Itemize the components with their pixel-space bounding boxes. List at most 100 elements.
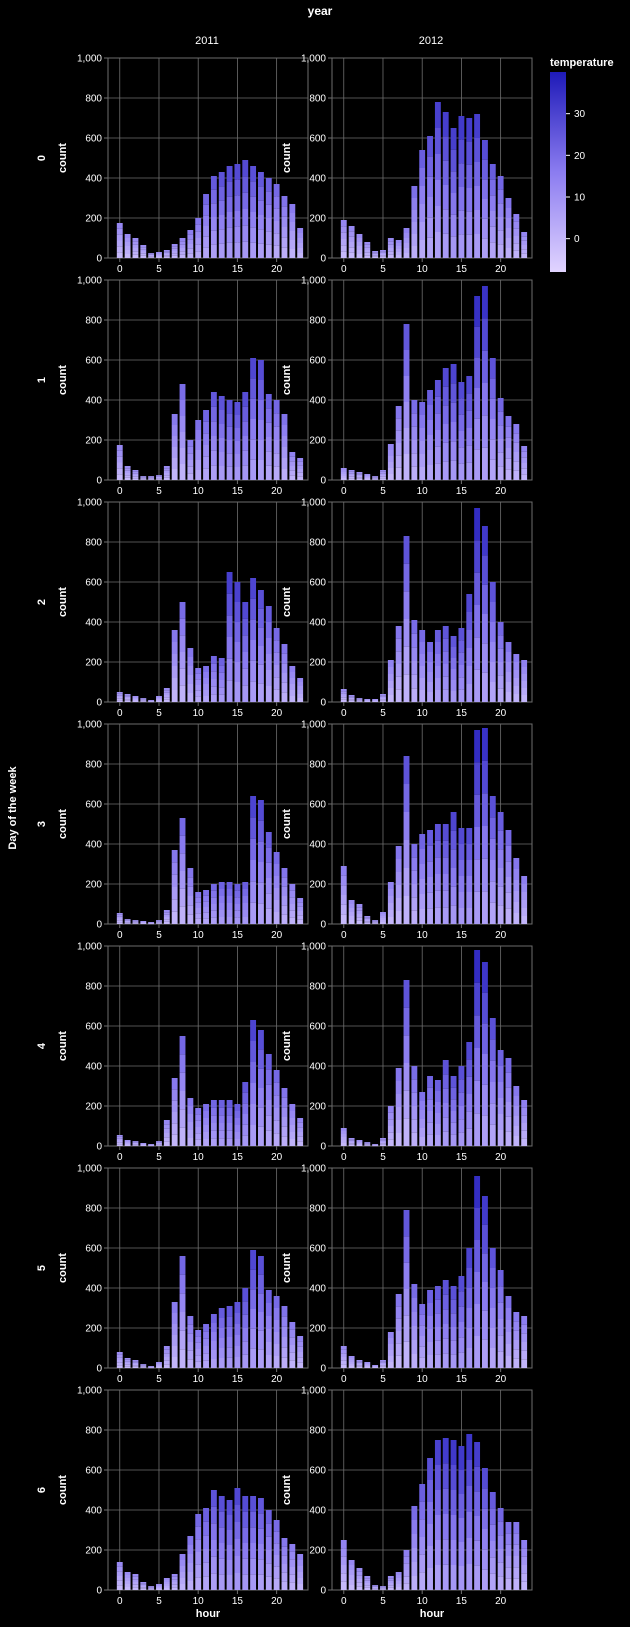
bar (195, 218, 202, 258)
y-tick-label: 400 (85, 174, 102, 185)
bar-segment (124, 475, 131, 478)
bar-segment (289, 1322, 296, 1330)
bar-segment (505, 1567, 512, 1579)
bar (380, 1586, 386, 1590)
bar-segment (242, 1511, 249, 1528)
bar-segment (458, 876, 465, 892)
bar (403, 228, 410, 258)
bar-segment (289, 1125, 296, 1132)
bar (148, 1586, 155, 1590)
bar-segment (163, 254, 170, 256)
bar-segment (273, 1320, 280, 1332)
bar-segment (156, 255, 162, 256)
bar (521, 876, 528, 924)
bar-segment (273, 628, 280, 641)
bar-segment (466, 1348, 473, 1368)
bar (226, 400, 233, 480)
bar-segment (116, 1138, 123, 1141)
bar-segment (521, 253, 528, 258)
bar-segment (482, 1224, 488, 1254)
bar (289, 1544, 296, 1590)
bar-segment (187, 693, 194, 702)
bar-segment (364, 474, 371, 475)
bar-segment (195, 238, 202, 245)
x-tick-label: 15 (456, 930, 468, 941)
bar (482, 140, 488, 258)
bar-segment (116, 246, 123, 253)
bar-segment (474, 234, 481, 258)
x-tick-label: 10 (417, 486, 429, 497)
bar-segment (242, 225, 249, 242)
y-tick-label: 800 (309, 94, 326, 105)
y-tick-label: 0 (96, 1364, 102, 1375)
bar-segment (458, 1106, 465, 1120)
bar-segment (203, 1139, 209, 1146)
bar-segment (203, 226, 209, 237)
bar-segment (372, 478, 379, 479)
x-tick-label: 5 (380, 1374, 386, 1385)
bar-segment (258, 1349, 264, 1368)
bar-segment (458, 908, 465, 924)
bar-segment (387, 1119, 394, 1126)
bar-segment (258, 380, 264, 400)
bar (156, 475, 162, 480)
bar-segment (148, 923, 155, 925)
bar-segment (380, 1143, 386, 1145)
bar-segment (132, 699, 139, 700)
bar-segment (250, 578, 257, 599)
bar-segment (281, 414, 288, 425)
bar-segment (364, 478, 371, 479)
bar-segment (210, 1359, 217, 1368)
bar-segment (281, 216, 288, 227)
bar (521, 1100, 528, 1146)
bar-segment (380, 1142, 386, 1144)
y-axis-title: count (57, 809, 69, 839)
bar-segment (187, 896, 194, 906)
bar-segment (250, 838, 257, 860)
bar-segment (163, 255, 170, 257)
bar-segment (242, 917, 249, 924)
bar-segment (156, 253, 162, 254)
bar-segment (171, 1584, 178, 1588)
bar-segment (340, 1364, 347, 1368)
bar-segment (124, 477, 131, 480)
y-tick-label: 200 (309, 436, 326, 447)
bar-segment (218, 1511, 225, 1528)
bar (258, 1256, 264, 1368)
bar-segment (258, 590, 264, 609)
bar-segment (187, 230, 194, 235)
bar-segment (348, 904, 355, 908)
x-tick-label: 20 (271, 264, 283, 275)
bar-segment (242, 668, 249, 686)
bar-segment (242, 421, 249, 436)
bar-segment (380, 254, 386, 256)
bar-segment (297, 919, 304, 924)
bar-segment (419, 428, 426, 441)
bar-segment (156, 920, 162, 922)
bar-segment (234, 1335, 241, 1346)
bar-segment (442, 1117, 449, 1132)
bar-segment (163, 1360, 170, 1365)
bar-segment (187, 905, 194, 915)
bar-segment (265, 394, 272, 409)
bar-segment (505, 1058, 512, 1073)
bar-segment (148, 1588, 155, 1589)
bar-segment (513, 1556, 520, 1568)
bar-segment (395, 898, 402, 911)
y-tick-label: 0 (320, 476, 326, 487)
bar-segment (466, 376, 473, 394)
bar-segment (474, 1466, 481, 1492)
bar-segment (234, 662, 241, 682)
bar-segment (489, 419, 496, 440)
bar-segment (163, 1357, 170, 1361)
bar-segment (242, 1527, 249, 1543)
bar-segment (156, 921, 162, 922)
bar-segment (210, 1573, 217, 1590)
bar-segment (403, 868, 410, 896)
bar-segment (265, 606, 272, 622)
x-tick-label: 5 (156, 264, 162, 275)
bar (210, 1490, 217, 1590)
bar-segment (140, 700, 147, 702)
bar (482, 526, 488, 702)
bar-segment (505, 469, 512, 480)
